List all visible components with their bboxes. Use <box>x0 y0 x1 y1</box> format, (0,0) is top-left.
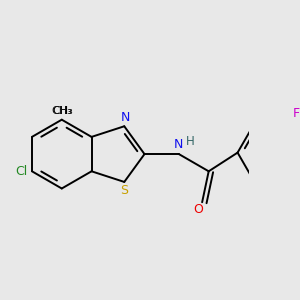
Text: CH₃: CH₃ <box>52 106 73 116</box>
Text: S: S <box>120 184 128 196</box>
Text: N: N <box>121 111 130 124</box>
Text: O: O <box>193 203 203 216</box>
Text: Cl: Cl <box>16 165 28 178</box>
Text: N: N <box>173 138 183 151</box>
Text: F: F <box>292 107 300 120</box>
Text: CH₃: CH₃ <box>51 106 72 116</box>
Text: H: H <box>186 135 195 148</box>
